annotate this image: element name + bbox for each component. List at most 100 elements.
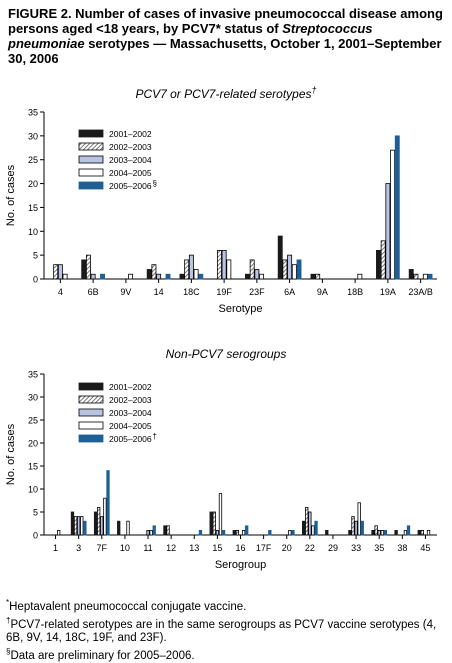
chart2-bar-12-2001-2002 xyxy=(163,525,167,536)
chart2-ytick-label-10: 10 xyxy=(28,485,38,495)
chart1-ytick-label-30: 30 xyxy=(28,131,38,141)
chart2-bar-35-2003-2004 xyxy=(377,529,381,536)
chart2-bar-20-2004-2005 xyxy=(288,529,292,536)
chart2-bar-33-2002-2003 xyxy=(351,516,355,536)
chart1-xtick-label-23f: 23F xyxy=(249,287,265,297)
chart2-bar-38-2001-2002 xyxy=(394,529,398,536)
chart2-legend-label-2005-2006: 2005–2006† xyxy=(109,432,157,444)
chart2-bar-16-2001-2002 xyxy=(232,529,236,536)
chart2-bar-11-2004-2005 xyxy=(149,529,153,536)
chart2-ylabel: No. of cases xyxy=(5,423,17,485)
chart-non-pcv7-serogroups: Non-PCV7 serogroups 0 5 10 15 20 25 30 35 No. of … xyxy=(0,345,452,583)
chart1-legend-mark-2005-2006: § xyxy=(153,179,157,188)
chart1-xtick-label-9a: 9A xyxy=(317,287,328,297)
chart2-bar-3-2003-2004 xyxy=(77,516,81,536)
chart2-xtick-label-15: 15 xyxy=(212,543,222,553)
chart1-bar-6b-2003-2004 xyxy=(90,273,96,280)
chart2-bar-12-2002-2003 xyxy=(166,525,170,536)
chart1-bar-14-2005-2006 xyxy=(165,273,171,280)
chart1-bar-6a-2003-2004 xyxy=(287,254,293,280)
chart2-legend-text-2001-2002: 2001–2002 xyxy=(109,382,152,392)
chart1-bar-19f-2004-2005 xyxy=(226,259,232,280)
chart1-legend-swatch-2004-2005 xyxy=(78,168,104,177)
chart2-xtick-label-3: 3 xyxy=(76,543,81,553)
chart1-bar-6a-2002-2003 xyxy=(282,259,288,280)
chart1-bar-9v-2004-2005 xyxy=(128,273,134,280)
chart2-xtick-label-11: 11 xyxy=(143,543,152,553)
chart1-xlabel: Serotype xyxy=(218,303,262,315)
chart2-bar-15-2003-2004 xyxy=(215,529,220,536)
chart2-bar-3-2005-2006 xyxy=(83,520,87,536)
chart1-legend-swatch-2001-2002 xyxy=(78,129,104,138)
chart2-ytick-label-35: 35 xyxy=(28,370,38,380)
chart1-xtick-label-14: 14 xyxy=(154,287,164,297)
chart1-title: PCV7 or PCV7-related serotypes† xyxy=(135,85,316,101)
chart1-title-mark: † xyxy=(312,85,317,95)
chart1-bar-19a-2001-2002 xyxy=(376,249,381,280)
chart2-xtick-label-13: 13 xyxy=(189,543,199,553)
chart2-bar-33-2001-2002 xyxy=(348,529,352,536)
chart1-bar-23f-2001-2002 xyxy=(245,273,250,280)
chart2-title: Non-PCV7 serogroups xyxy=(166,347,287,361)
chart1-bar-14-2002-2003 xyxy=(151,264,157,280)
chart2-xlabel: Serogroup xyxy=(215,559,266,571)
chart2-bar-29-2001-2002 xyxy=(325,529,329,536)
chart1-bar-9a-2002-2003 xyxy=(315,273,321,280)
chart2-bar-3-2002-2003 xyxy=(73,516,78,536)
chart2-xtick-label-12: 12 xyxy=(166,543,176,553)
chart2-bar-35-2001-2002 xyxy=(371,529,375,536)
chart1-xtick-label-23a-b: 23A/B xyxy=(408,287,433,297)
chart2-bar-22-2003-2004 xyxy=(308,511,312,536)
chart2-xtick-label-22: 22 xyxy=(305,543,315,553)
chart1-bar-18c-2005-2006 xyxy=(198,273,204,280)
footnote-2: †PCV7-related serotypes are in the same … xyxy=(6,614,446,645)
chart2-ytick-label-15: 15 xyxy=(28,462,38,472)
chart1-bar-14-2003-2004 xyxy=(156,273,162,280)
chart1-legend-text-2001-2002: 2001–2002 xyxy=(109,129,152,139)
chart1-bar-23a-b-2002-2003 xyxy=(413,273,419,280)
chart1-bar-23a-b-2004-2005 xyxy=(422,273,428,280)
chart1-legend-label-2002-2003: 2002–2003 xyxy=(109,142,152,152)
chart1-bar-23f-2003-2004 xyxy=(254,269,260,280)
chart1-ytick-label-35: 35 xyxy=(28,108,38,118)
chart1-title-text: PCV7 or PCV7-related serotypes xyxy=(135,87,311,101)
chart1-legend-swatch-2002-2003 xyxy=(78,142,104,151)
chart2-legend-swatch-2003-2004 xyxy=(78,408,104,417)
chart2-bar-7f-2003-2004 xyxy=(100,516,104,536)
chart1-bar-4-2003-2004 xyxy=(57,264,63,280)
chart2-bar-35-2005-2006 xyxy=(383,529,388,536)
chart1-bar-23f-2002-2003 xyxy=(249,259,255,280)
footnote-2-mark: † xyxy=(6,615,11,625)
chart1-xtick-label-18c: 18C xyxy=(183,287,200,297)
footnote-1-text: Heptavalent pneumococcal conjugate vacci… xyxy=(9,600,247,613)
chart2-bar-7f-2005-2006 xyxy=(106,470,110,536)
chart2-title-text: Non-PCV7 serogroups xyxy=(166,347,287,361)
chart1-bar-4-2004-2005 xyxy=(62,273,68,280)
chart1-ytick-label-20: 20 xyxy=(28,179,38,189)
figure-title-suffix: serotypes — Massachusetts, October 1, 20… xyxy=(8,36,442,66)
chart1-ytick-label-15: 15 xyxy=(28,203,38,213)
chart2-ytick-label-20: 20 xyxy=(28,439,38,449)
chart1-xtick-label-6b: 6B xyxy=(88,287,99,297)
chart2-bar-15-2005-2006 xyxy=(221,529,226,536)
footnote-3-mark: § xyxy=(6,646,11,656)
chart2-xtick-label-16: 16 xyxy=(235,543,245,553)
chart1-bar-14-2001-2002 xyxy=(146,269,152,280)
chart1-bar-6b-2005-2006 xyxy=(100,273,105,280)
chart2-legend-label-2002-2003: 2002–2003 xyxy=(109,395,152,405)
chart2-bar-33-2003-2004 xyxy=(354,520,358,536)
chart2-bar-45-2004-2005 xyxy=(426,529,431,536)
chart1-xtick-label-19a: 19A xyxy=(380,287,396,297)
chart2-bar-33-2004-2005 xyxy=(357,502,361,536)
chart2-bar-7f-2002-2003 xyxy=(97,506,101,536)
chart1-bar-23f-2004-2005 xyxy=(259,273,265,280)
chart1-legend-text-2004-2005: 2004–2005 xyxy=(109,168,152,178)
chart2-bar-7f-2004-2005 xyxy=(103,497,107,536)
chart2-bar-10-2004-2005 xyxy=(126,520,130,536)
chart1-legend-text-2005-2006: 2005–2006 xyxy=(109,181,152,191)
chart2-bar-45-2001-2002 xyxy=(417,529,421,536)
footnotes: *Heptavalent pneumococcal conjugate vacc… xyxy=(6,596,446,662)
chart2-bar-17f-2005-2006 xyxy=(268,529,272,536)
chart2-bar-15-2004-2005 xyxy=(218,493,223,536)
chart1-legend-label-2004-2005: 2004–2005 xyxy=(109,168,152,178)
